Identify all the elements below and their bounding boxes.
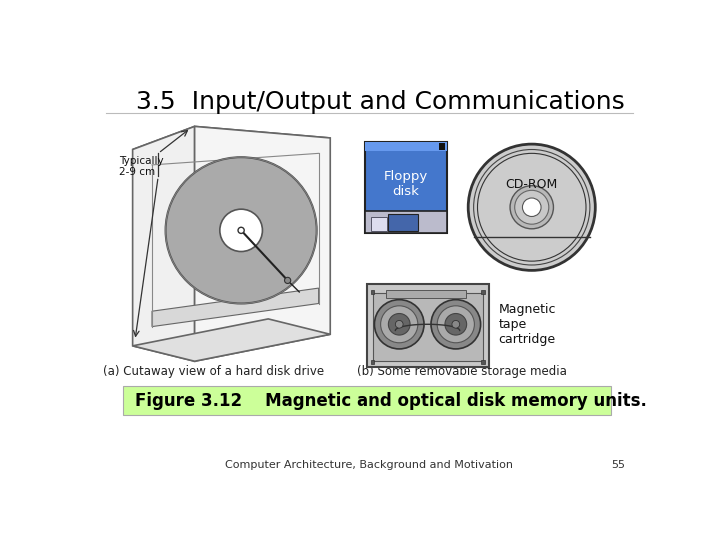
Text: CD-ROM: CD-ROM [505,178,558,191]
Circle shape [395,320,403,328]
Bar [482,291,485,294]
Ellipse shape [166,157,317,303]
Bar [438,143,445,150]
Circle shape [515,190,549,224]
Polygon shape [132,126,194,361]
Circle shape [510,186,554,229]
Circle shape [381,306,418,343]
Circle shape [452,320,459,328]
Text: 55: 55 [611,460,625,470]
Bar [371,291,374,294]
Circle shape [238,227,244,233]
Circle shape [468,144,595,271]
Text: Computer Architecture, Background and Motivation: Computer Architecture, Background and Mo… [225,460,513,470]
Bar [386,291,466,298]
Bar [365,142,446,151]
Polygon shape [152,288,319,327]
Text: (a) Cutaway view of a hard disk drive: (a) Cutaway view of a hard disk drive [104,365,325,378]
Text: (b) Some removable storage media: (b) Some removable storage media [357,365,567,378]
Text: 3.5  Input/Output and Communications: 3.5 Input/Output and Communications [137,90,625,114]
Bar [366,284,489,367]
Circle shape [388,314,410,335]
Circle shape [445,314,467,335]
Bar [482,360,485,363]
Bar [365,142,446,233]
Bar [365,211,446,233]
Bar [371,360,374,363]
Polygon shape [132,126,330,161]
Polygon shape [194,126,330,361]
Polygon shape [132,319,330,361]
Text: Magnetic
tape
cartridge: Magnetic tape cartridge [498,303,556,346]
Circle shape [374,300,424,349]
Circle shape [431,300,481,349]
Bar [372,217,387,231]
Ellipse shape [220,209,262,252]
Circle shape [523,198,541,217]
Bar [373,294,483,361]
Text: Typically
2-9 cm: Typically 2-9 cm [120,156,164,177]
Bar [388,214,418,231]
Text: Floppy
disk: Floppy disk [384,170,428,198]
Circle shape [437,306,474,343]
Circle shape [284,278,291,284]
Bar [122,386,611,415]
Text: Figure 3.12    Magnetic and optical disk memory units.: Figure 3.12 Magnetic and optical disk me… [135,392,647,409]
